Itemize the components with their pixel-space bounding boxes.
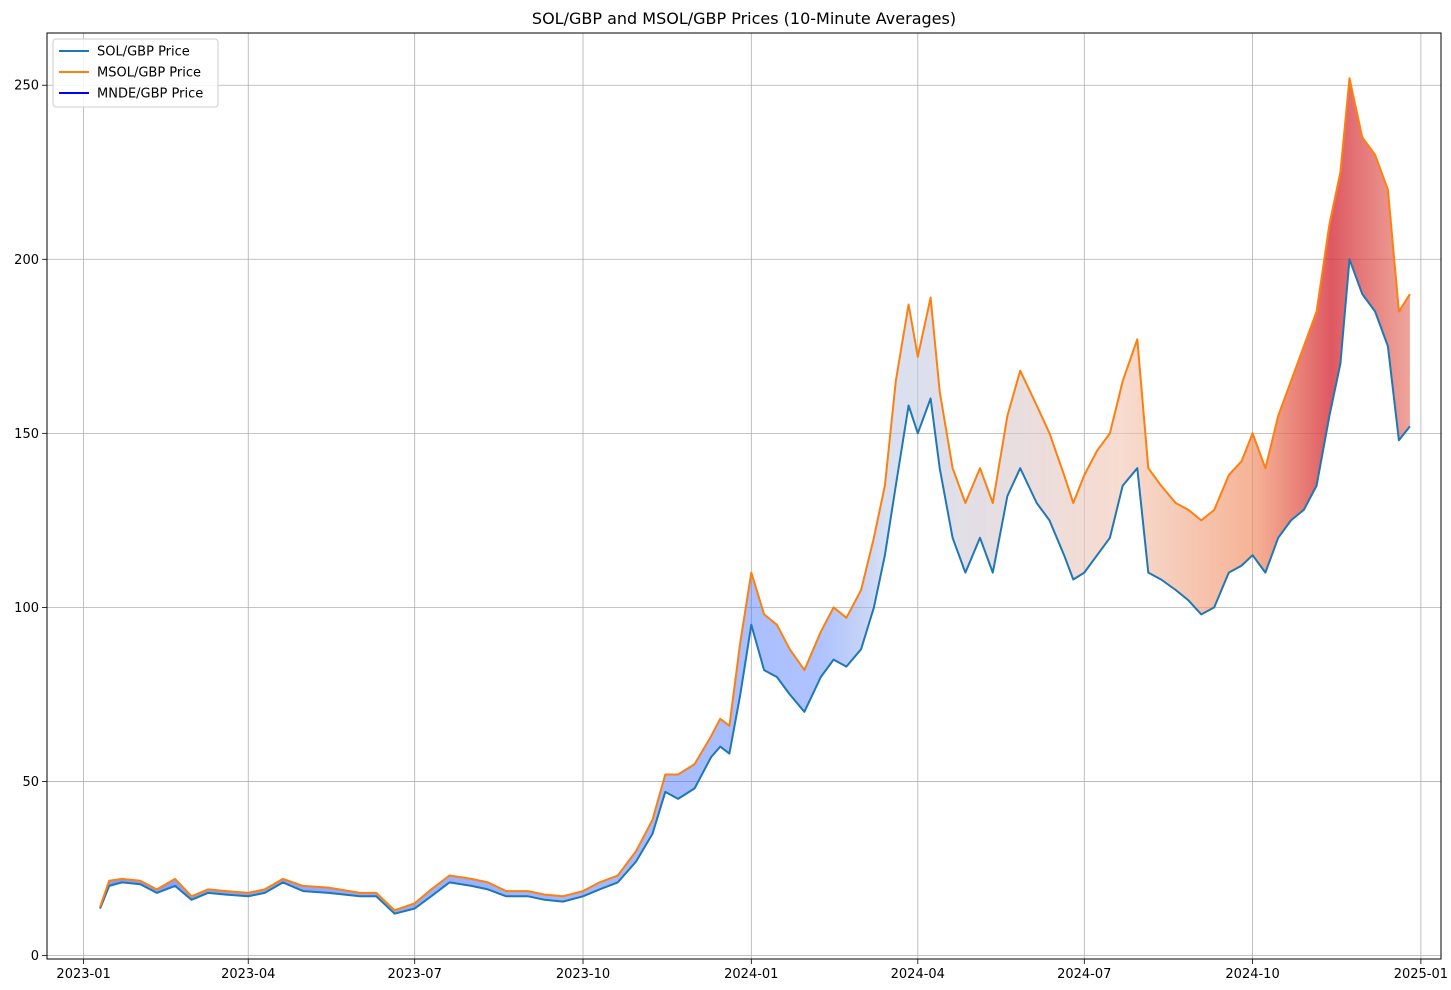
x-axis-ticks: 2023-01 2023-04 2023-07 2023-10 2024-01 2024-…	[56, 959, 1448, 982]
x-tick-label: 2024-07	[1057, 967, 1111, 982]
x-tick-label: 2024-01	[724, 967, 778, 982]
legend-label: SOL/GBP Price	[97, 45, 190, 60]
series-lines	[99, 77, 1411, 915]
chart-title: SOL/GBP and MSOL/GBP Prices (10-Minute A…	[532, 9, 956, 28]
spread-area	[100, 78, 1410, 914]
msol-gbp-line	[99, 77, 1411, 912]
legend-box	[52, 38, 219, 108]
y-tick-label: 100	[14, 601, 39, 616]
x-tick-label: 2023-04	[221, 967, 275, 982]
y-axis-ticks: 0 50 100 150 200 250	[14, 79, 47, 964]
x-tick-label: 2023-10	[556, 967, 610, 982]
x-tick-label: 2024-04	[891, 967, 945, 982]
x-tick-label: 2023-07	[388, 967, 442, 982]
plot-area-frame	[46, 32, 1442, 960]
y-tick-label: 250	[14, 79, 39, 94]
x-tick-label: 2023-01	[56, 967, 110, 982]
y-tick-label: 0	[31, 949, 39, 964]
y-tick-label: 50	[22, 775, 39, 790]
legend: SOL/GBP Price MSOL/GBP Price MNDE/GBP Pric…	[52, 38, 219, 108]
y-tick-label: 200	[14, 253, 39, 268]
gridlines	[47, 33, 1441, 959]
x-tick-label: 2025-01	[1394, 967, 1448, 982]
y-tick-label: 150	[14, 427, 39, 442]
sol-gbp-line	[99, 258, 1411, 915]
spread-fill	[100, 78, 1410, 914]
legend-label: MSOL/GBP Price	[97, 66, 201, 81]
legend-label: MNDE/GBP Price	[97, 87, 203, 102]
x-tick-label: 2024-10	[1225, 967, 1279, 982]
